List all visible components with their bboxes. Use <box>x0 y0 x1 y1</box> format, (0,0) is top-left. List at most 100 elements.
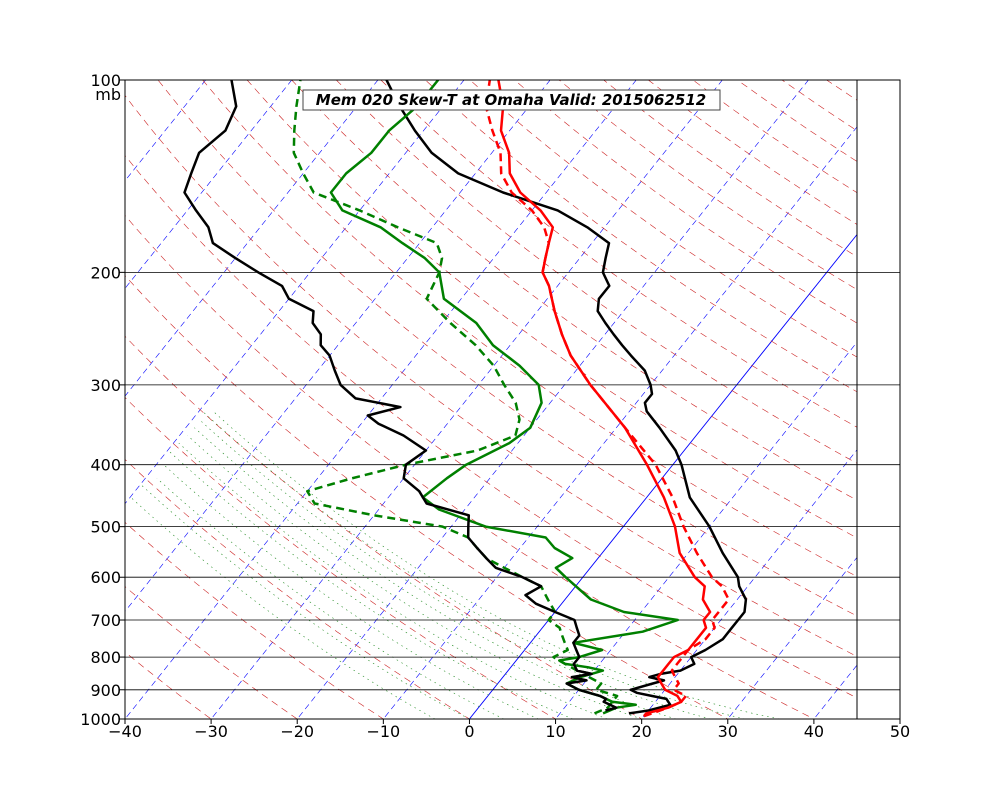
wind-barb-shaft <box>857 384 858 385</box>
wind-barb-shaft <box>857 271 858 273</box>
wind-barb <box>832 299 858 311</box>
moist-adiabat-line <box>168 450 573 719</box>
wind-barb <box>830 628 858 635</box>
y-tick-label: 200 <box>90 263 121 282</box>
x-tick-label: 40 <box>804 722 824 741</box>
isotherm-line <box>889 51 1000 733</box>
wind-barb-full <box>828 557 831 569</box>
dry-adiabat-line <box>125 94 857 657</box>
wind-barb-shaft <box>857 328 858 329</box>
wind-barb-full <box>822 663 831 672</box>
isotherm-line <box>813 664 857 719</box>
dry-adiabat-line <box>125 586 298 719</box>
wind-barb-full <box>830 386 831 398</box>
wind-barb-full <box>823 385 824 397</box>
wind-barb-full <box>824 502 827 514</box>
wind-barb-full <box>826 713 838 717</box>
profile-line-black-solid <box>385 80 748 715</box>
wind-barb-full <box>818 616 823 627</box>
wind-barb <box>827 683 858 706</box>
wind-barb-shaft <box>823 514 857 515</box>
wind-barb-half <box>832 299 834 305</box>
wind-barb-shaft <box>857 620 858 621</box>
isotherm-line <box>125 80 637 719</box>
wind-barb-half <box>839 375 840 381</box>
wind-barb-full <box>828 214 831 226</box>
wind-barb-full <box>824 546 827 558</box>
dry-adiabat-line <box>692 80 857 194</box>
dry-adiabat-line <box>291 80 857 501</box>
wind-barb <box>820 536 857 548</box>
moist-adiabat-line <box>163 464 539 719</box>
dry-adiabat-line <box>157 80 857 617</box>
background-lines <box>0 51 1000 733</box>
wind-barb <box>822 639 858 649</box>
wind-barb-full <box>822 639 829 649</box>
wind-barb-full <box>827 385 828 397</box>
wind-barb <box>821 670 858 692</box>
wind-barb-shaft <box>857 172 858 174</box>
wind-barb <box>819 657 858 674</box>
wind-barb-full <box>828 710 840 714</box>
wind-barb-shaft <box>823 226 857 227</box>
dry-adiabat-line <box>125 155 857 699</box>
wind-barb-full <box>820 557 823 569</box>
wind-barb-full <box>824 513 827 525</box>
wind-barb-shaft <box>857 639 858 640</box>
wind-barb-full <box>827 701 838 706</box>
dry-adiabat-line <box>335 80 857 464</box>
x-tick-label: 0 <box>464 722 474 741</box>
y-tick-label: 500 <box>90 518 121 537</box>
wind-barb-shaft <box>857 612 858 613</box>
dry-adiabat-line <box>125 521 384 719</box>
wind-barb-flag <box>827 136 833 149</box>
wind-barb-shaft <box>857 704 858 707</box>
wind-barb-full <box>822 653 830 663</box>
wind-barb-full <box>819 578 823 590</box>
wind-barb-shaft <box>823 586 857 589</box>
wind-barb-half <box>830 629 832 635</box>
wind-barb-half <box>835 582 836 588</box>
dry-adiabat-line <box>125 651 212 719</box>
x-tick-label: −30 <box>194 722 228 741</box>
y-axis-ticks: 100 200 300 400 500 600 700 800 900 1000 <box>80 71 125 729</box>
moist-adiabat-line <box>130 497 436 719</box>
profile-line-black-solid <box>183 80 618 712</box>
isotherm-line <box>382 126 857 719</box>
wind-barb-full <box>825 692 836 698</box>
wind-barb-full <box>824 566 827 578</box>
wind-barb-full <box>820 567 823 579</box>
profile-line-red-dashed <box>484 80 730 718</box>
wind-barb-half <box>837 708 842 711</box>
y-tick-label: 900 <box>90 681 121 700</box>
wind-barb <box>820 546 857 558</box>
isotherm-line <box>555 341 857 719</box>
moist-adiabat-line <box>140 484 470 719</box>
wind-barb-full <box>823 577 827 589</box>
isotherm-line <box>125 80 465 505</box>
wind-barb <box>857 172 858 174</box>
wind-barb-full <box>828 478 831 490</box>
wind-barb-full <box>820 451 823 463</box>
y-tick-label: 1000 <box>80 710 121 729</box>
wind-barb-full <box>821 685 831 692</box>
x-tick-label: −40 <box>108 722 142 741</box>
moist-adiabat-line <box>202 411 746 719</box>
wind-barb <box>820 566 857 578</box>
wind-barb-full <box>828 546 831 558</box>
dry-adiabat-line <box>736 80 857 162</box>
wind-barb-flag <box>823 214 829 226</box>
wind-barb-full <box>820 513 823 525</box>
isotherm-line <box>0 51 143 733</box>
y-tick-label: 800 <box>90 648 121 667</box>
wind-barb-full <box>819 605 824 616</box>
wind-barb-full <box>819 665 828 674</box>
x-tick-label: 10 <box>545 722 565 741</box>
dry-adiabat-line <box>424 80 857 393</box>
moist-adiabat-line <box>212 411 780 719</box>
dry-adiabat-line <box>380 80 857 428</box>
wind-barb-shaft <box>857 310 858 311</box>
dry-adiabat-line <box>125 396 557 719</box>
y-tick-label: 700 <box>90 611 121 630</box>
wind-barb-full <box>824 557 827 569</box>
